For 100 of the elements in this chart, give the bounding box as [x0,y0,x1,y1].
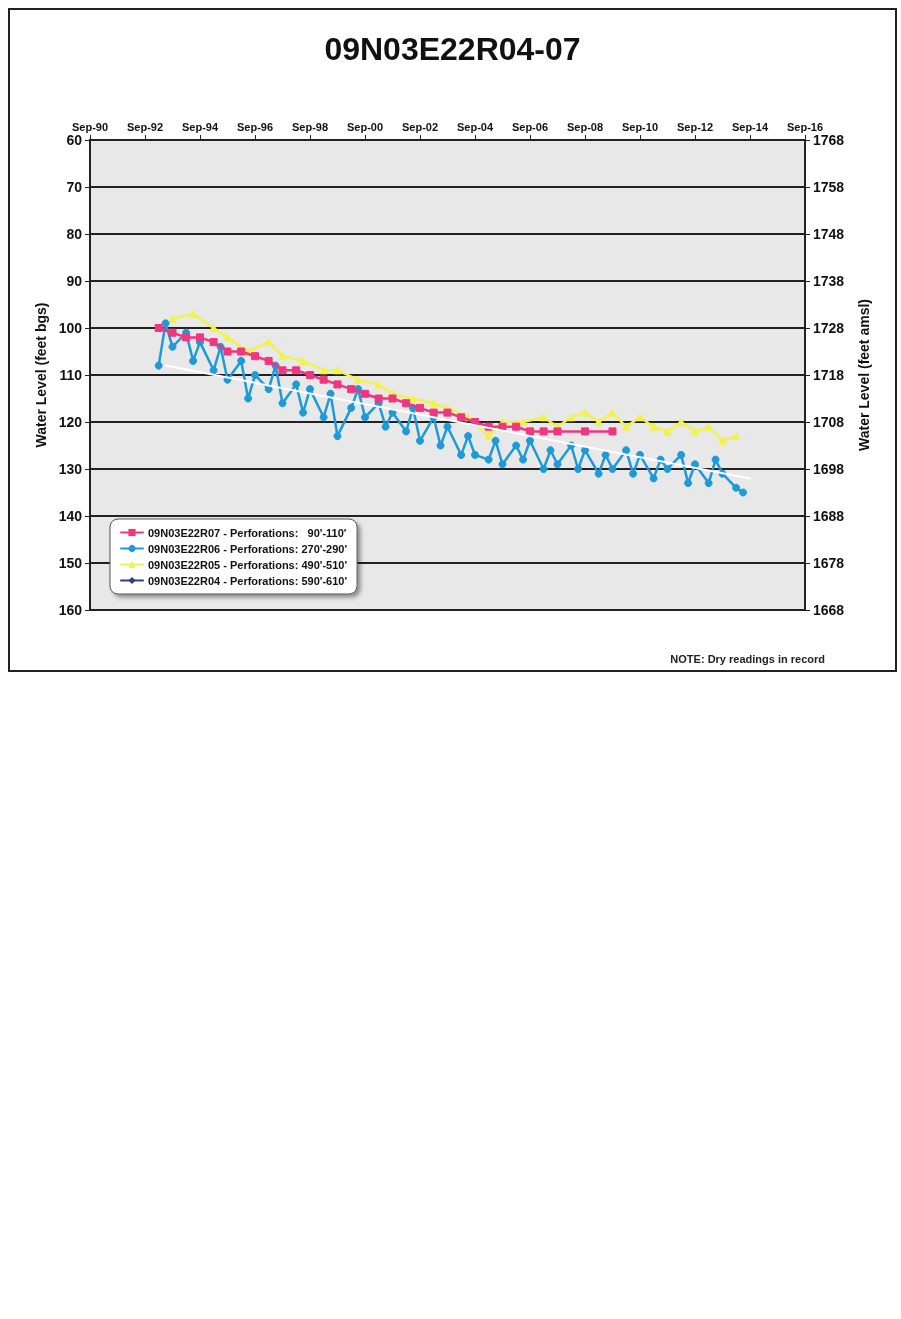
point [154,324,163,332]
point [209,324,218,332]
point [429,399,438,408]
point [581,427,590,436]
x-tick-label: Sep-98 [291,120,329,133]
y-tick-label: 130 [58,461,83,477]
point [354,375,363,384]
point [539,427,548,436]
point [264,356,273,365]
x-tick-label: Sep-08 [566,120,604,133]
x-tick-label: Sep-12 [676,120,714,133]
point [519,418,528,426]
y-tick-label: 100 [58,320,83,336]
point [732,432,741,441]
legend-label: 09N03E22R05 - Perforations: 490'-510' [148,558,348,571]
point [498,422,507,431]
point [553,427,562,436]
y2-axis-title: Water Level (feet amsl) [856,299,872,451]
legend-label: 09N03E22R04 - Perforations: 590'-610' [148,574,348,587]
point [429,408,438,417]
point [594,418,603,426]
y2-tick-label: 1708 [813,414,845,430]
point [168,328,177,337]
point [361,389,370,398]
point [319,366,328,375]
point [704,422,713,431]
point [278,352,287,361]
y-axis-title: Water Level (feet bgs) [32,302,49,448]
y-tick-label: 90 [66,273,83,289]
point [663,427,672,436]
point [539,413,548,422]
y2-tick-label: 1668 [813,602,845,618]
point [415,403,424,412]
x-tick-label: Sep-00 [346,120,384,133]
point [209,338,218,347]
y2-tick-label: 1738 [813,273,845,289]
point [251,352,260,361]
point [292,366,301,375]
x-tick-label: Sep-02 [401,120,439,133]
y2-tick-label: 1718 [813,367,845,383]
x-tick-label: Sep-96 [236,120,274,133]
y2-tick-label: 1748 [813,226,845,242]
point [182,333,191,342]
y2-tick-label: 1698 [813,461,845,477]
legend-label: 09N03E22R07 - Perforations: 90'-110' [148,526,347,539]
point [581,408,590,417]
y-tick-label: 70 [66,179,83,195]
x-tick-label: Sep-04 [456,120,494,133]
point [333,380,342,389]
y-tick-label: 120 [58,414,83,430]
point [223,333,232,342]
point [168,314,177,323]
y-tick-label: 160 [58,602,83,618]
point [402,399,411,408]
y-tick-label: 60 [66,132,83,148]
legend-label: 09N03E22R06 - Perforations: 270'-290' [148,542,348,555]
point [388,394,397,403]
x-tick-label: Sep-94 [181,120,219,133]
y2-tick-label: 1768 [813,132,845,148]
text: NOTE: Dry readings in record [670,652,826,665]
point [484,432,493,441]
x-tick-label: Sep-92 [127,120,164,133]
point [608,427,617,436]
point [457,413,466,422]
point [195,333,204,342]
x-tick-label: Sep-14 [731,120,769,133]
point [278,366,287,375]
x-tick-label: Sep-90 [71,120,109,133]
y-tick-label: 110 [59,367,83,383]
point [608,408,617,417]
point [264,338,273,347]
point [525,427,534,436]
x-tick-label: Sep-16 [786,120,824,133]
point [443,408,452,417]
point [223,347,232,356]
point [512,422,521,431]
point [409,394,418,403]
point [622,422,631,431]
point [374,380,383,389]
point [374,394,383,403]
x-tick-label: Sep-06 [511,120,549,133]
x-tick-label: Sep-10 [621,120,659,133]
point [691,427,700,436]
point [319,375,328,384]
y-tick-label: 80 [66,226,83,242]
point [333,366,342,375]
y2-tick-label: 1758 [813,179,845,195]
point [305,371,314,379]
point [189,309,198,318]
point [299,356,308,365]
point [237,347,246,356]
point [635,413,644,422]
y-tick-label: 140 [58,508,83,524]
y2-tick-label: 1728 [813,320,845,336]
point [567,413,576,422]
y-tick-label: 150 [58,555,83,571]
y2-tick-label: 1678 [813,555,845,571]
point [649,422,658,431]
chart-title: 09N03E22R04-07 [324,31,581,67]
point [677,418,686,426]
